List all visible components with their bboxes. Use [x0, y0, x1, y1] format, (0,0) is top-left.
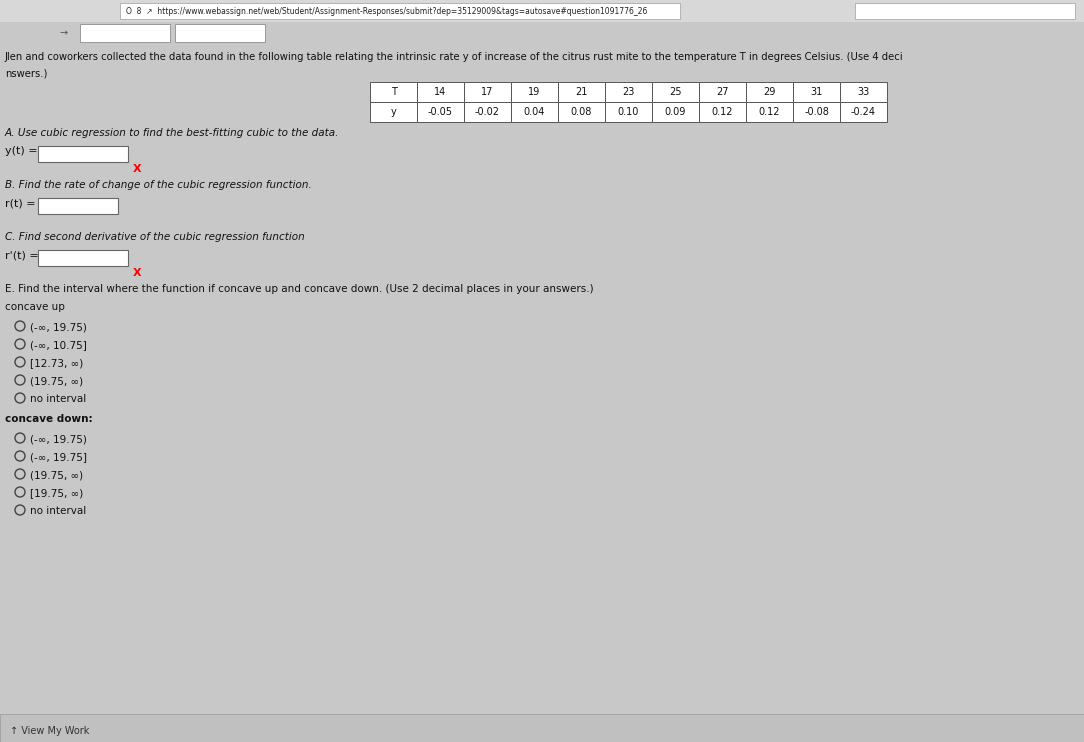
FancyBboxPatch shape: [38, 146, 128, 162]
FancyBboxPatch shape: [511, 102, 558, 122]
Bar: [0, 22, 1084, 42]
Text: (-∞, 19.75): (-∞, 19.75): [30, 434, 87, 444]
FancyBboxPatch shape: [464, 102, 511, 122]
FancyBboxPatch shape: [511, 82, 558, 102]
Text: X: X: [133, 268, 142, 278]
FancyBboxPatch shape: [370, 102, 417, 122]
Text: 23: 23: [622, 87, 635, 97]
Text: Jlen and coworkers collected the data found in the following table relating the : Jlen and coworkers collected the data fo…: [5, 52, 904, 62]
Text: -0.05: -0.05: [428, 107, 453, 117]
Text: r'(t) =: r'(t) =: [5, 250, 39, 260]
Text: 0.04: 0.04: [524, 107, 545, 117]
FancyBboxPatch shape: [840, 102, 887, 122]
FancyBboxPatch shape: [699, 82, 746, 102]
Text: 17: 17: [481, 87, 493, 97]
Text: C. Find second derivative of the cubic regression function: C. Find second derivative of the cubic r…: [5, 232, 305, 242]
FancyBboxPatch shape: [746, 82, 793, 102]
FancyBboxPatch shape: [175, 24, 264, 42]
FancyBboxPatch shape: [793, 102, 840, 122]
FancyBboxPatch shape: [651, 102, 699, 122]
Text: 19: 19: [528, 87, 541, 97]
Text: 25: 25: [669, 87, 682, 97]
Text: A. Use cubic regression to find the best-fitting cubic to the data.: A. Use cubic regression to find the best…: [5, 128, 339, 138]
Text: [19.75, ∞): [19.75, ∞): [30, 488, 83, 498]
Text: →: →: [60, 28, 68, 38]
Text: ↑ View My Work: ↑ View My Work: [10, 726, 89, 736]
Text: O  8  ↗  https://www.webassign.net/web/Student/Assignment-Responses/submit?dep=3: O 8 ↗ https://www.webassign.net/web/Stud…: [126, 7, 647, 16]
Text: -0.02: -0.02: [475, 107, 500, 117]
Text: B. Find the rate of change of the cubic regression function.: B. Find the rate of change of the cubic …: [5, 180, 312, 190]
FancyBboxPatch shape: [120, 3, 680, 19]
FancyBboxPatch shape: [793, 82, 840, 102]
FancyBboxPatch shape: [38, 250, 128, 266]
Text: [12.73, ∞): [12.73, ∞): [30, 358, 83, 368]
FancyBboxPatch shape: [746, 102, 793, 122]
FancyBboxPatch shape: [558, 82, 605, 102]
Text: 0.10: 0.10: [618, 107, 640, 117]
Text: E. Find the interval where the function if concave up and concave down. (Use 2 d: E. Find the interval where the function …: [5, 284, 594, 294]
Text: (19.75, ∞): (19.75, ∞): [30, 376, 83, 386]
FancyBboxPatch shape: [855, 3, 1075, 19]
Text: -0.08: -0.08: [804, 107, 829, 117]
Text: y: y: [390, 107, 397, 117]
Text: 33: 33: [857, 87, 869, 97]
Text: r(t) =: r(t) =: [5, 198, 36, 208]
Text: 0.12: 0.12: [712, 107, 733, 117]
Text: -0.24: -0.24: [851, 107, 876, 117]
FancyBboxPatch shape: [38, 198, 118, 214]
Bar: [0, 714, 1084, 742]
FancyBboxPatch shape: [558, 102, 605, 122]
FancyBboxPatch shape: [605, 102, 651, 122]
Text: concave down:: concave down:: [5, 414, 92, 424]
FancyBboxPatch shape: [417, 102, 464, 122]
Text: (-∞, 19.75]: (-∞, 19.75]: [30, 452, 87, 462]
Text: nswers.): nswers.): [5, 68, 48, 78]
Text: 0.12: 0.12: [759, 107, 780, 117]
Text: 29: 29: [763, 87, 776, 97]
Text: no interval: no interval: [30, 506, 87, 516]
FancyBboxPatch shape: [651, 82, 699, 102]
Text: 14: 14: [435, 87, 447, 97]
FancyBboxPatch shape: [699, 102, 746, 122]
FancyBboxPatch shape: [464, 82, 511, 102]
Text: X: X: [133, 164, 142, 174]
FancyBboxPatch shape: [605, 82, 651, 102]
Text: (-∞, 10.75]: (-∞, 10.75]: [30, 340, 87, 350]
Text: T: T: [390, 87, 397, 97]
Text: 27: 27: [717, 87, 728, 97]
Text: (19.75, ∞): (19.75, ∞): [30, 470, 83, 480]
Text: no interval: no interval: [30, 394, 87, 404]
Text: concave up: concave up: [5, 302, 65, 312]
Text: (-∞, 19.75): (-∞, 19.75): [30, 322, 87, 332]
FancyBboxPatch shape: [80, 24, 170, 42]
Text: 31: 31: [811, 87, 823, 97]
Text: 0.08: 0.08: [571, 107, 592, 117]
FancyBboxPatch shape: [840, 82, 887, 102]
Text: 21: 21: [576, 87, 588, 97]
FancyBboxPatch shape: [417, 82, 464, 102]
FancyBboxPatch shape: [370, 82, 417, 102]
Text: y(t) =: y(t) =: [5, 146, 38, 156]
Bar: [0, 0, 1084, 22]
Text: 0.09: 0.09: [664, 107, 686, 117]
